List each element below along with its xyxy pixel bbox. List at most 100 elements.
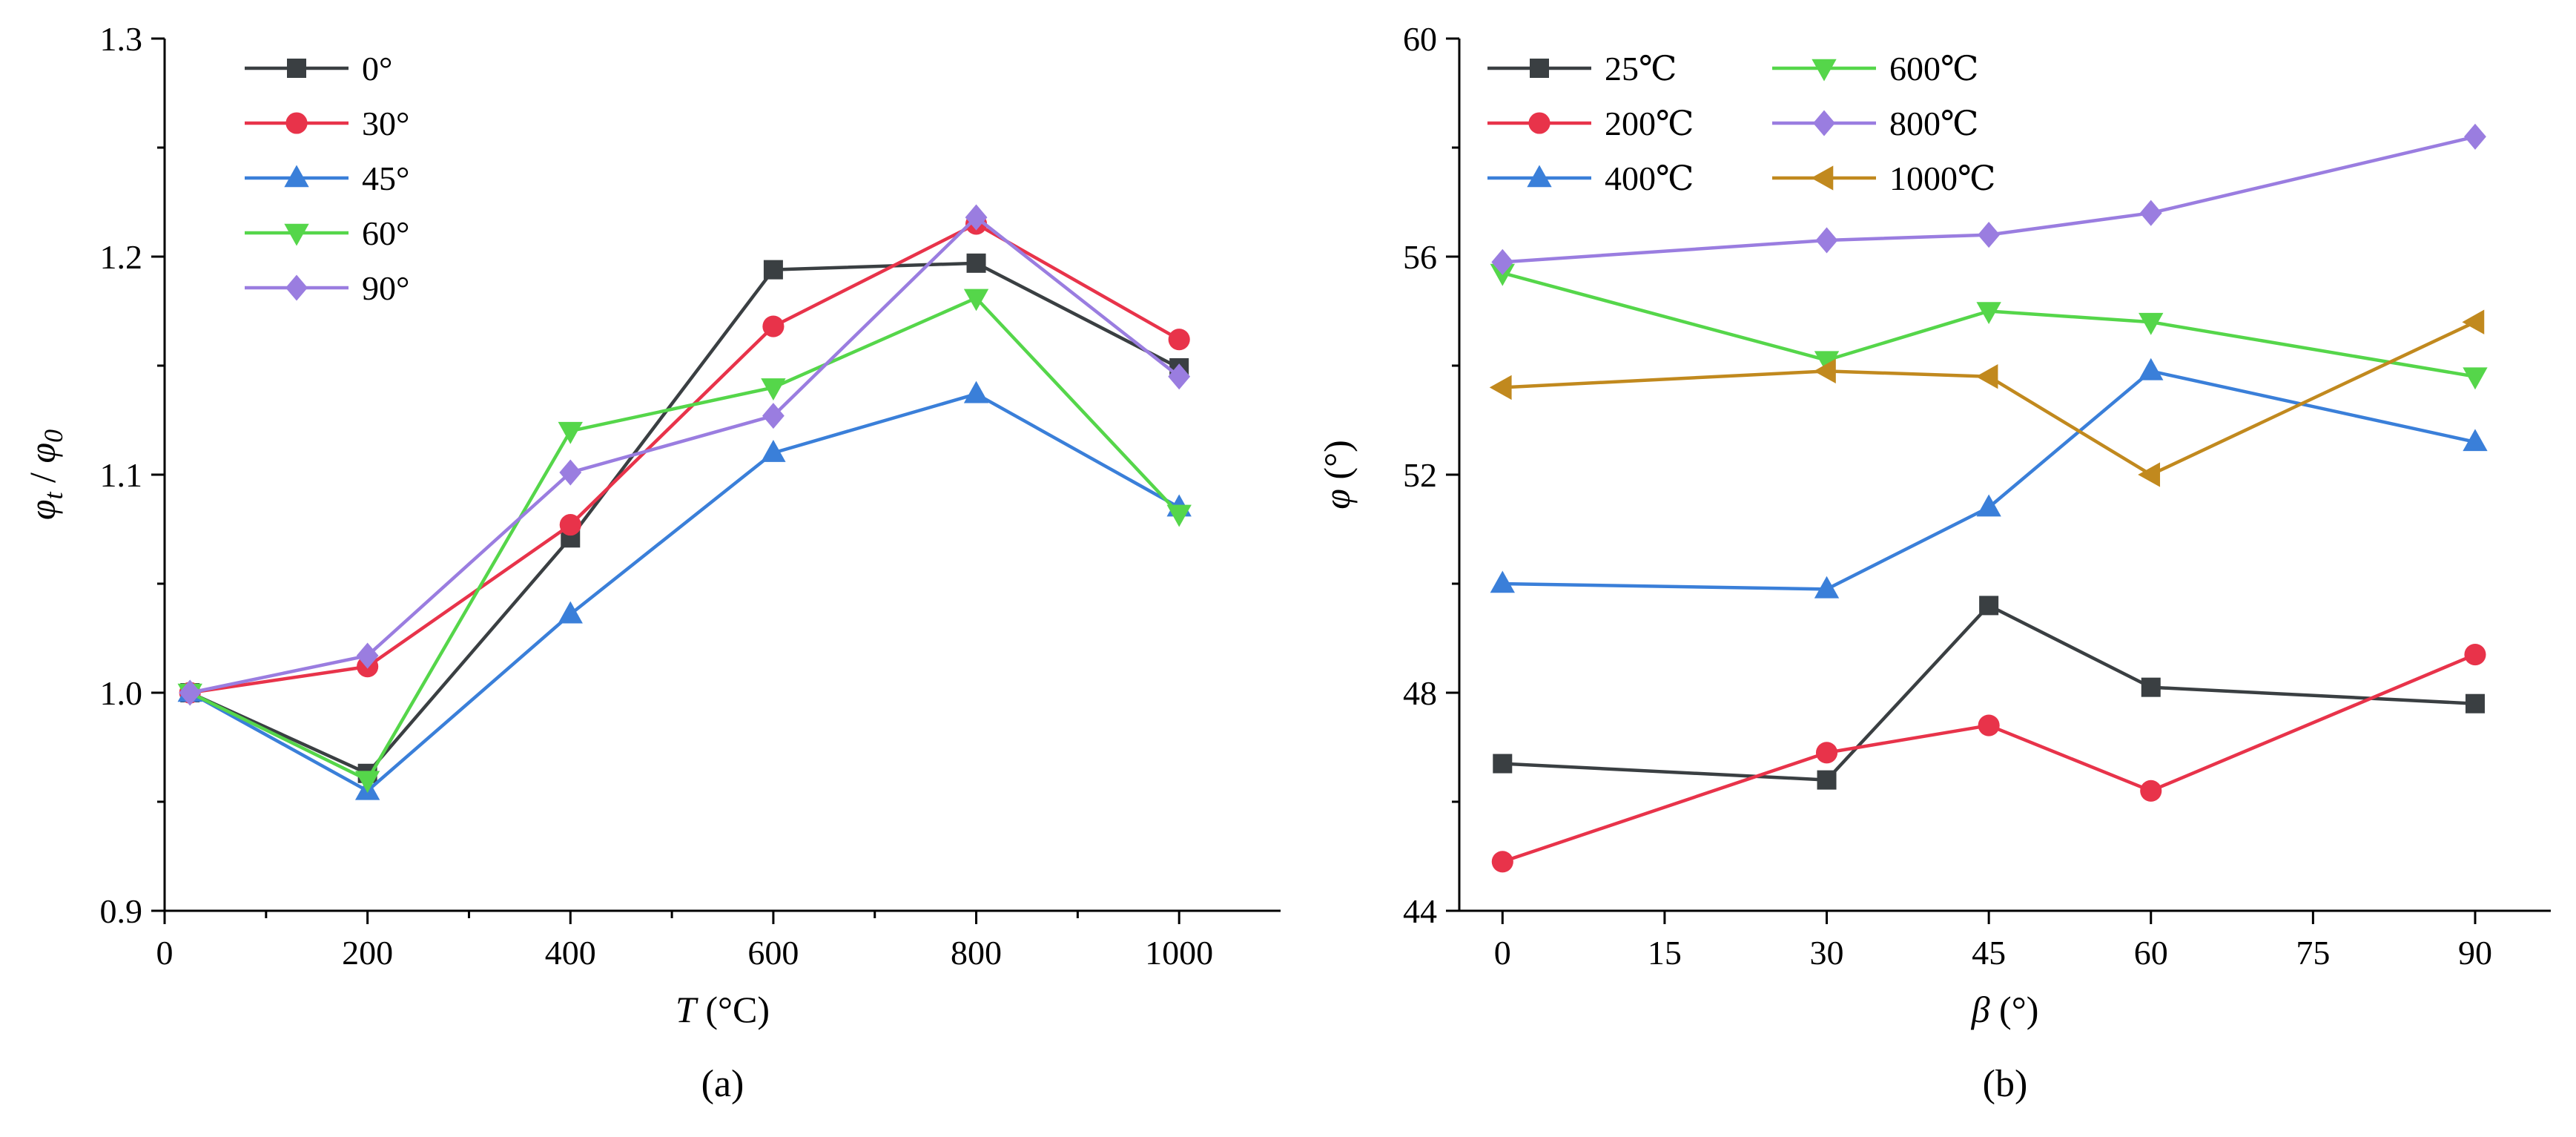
data-point: [1491, 851, 1513, 873]
x-tick-label: 1000: [1145, 934, 1213, 972]
y-tick-label: 1.0: [100, 674, 143, 712]
y-axis-label-sub2: 0: [39, 429, 68, 443]
data-point: [1168, 329, 1190, 351]
x-axis-label-unit: (°C): [696, 989, 770, 1030]
legend-label: 25℃: [1605, 50, 1677, 88]
legend-label: 30°: [362, 105, 409, 142]
y-tick-label: 1.1: [100, 456, 143, 494]
legend-marker: [1812, 59, 1837, 82]
data-point: [762, 315, 785, 337]
legend-marker: [287, 59, 306, 78]
series-4: [177, 289, 1192, 794]
legend-item: 25℃: [1487, 50, 1677, 88]
series-5: [179, 204, 1191, 706]
data-point: [1979, 596, 1999, 616]
data-point: [1975, 364, 1998, 389]
x-tick-label: 0: [1494, 934, 1511, 972]
series-3: [1490, 357, 2488, 599]
series-line: [189, 392, 1180, 793]
legend-label: 200℃: [1605, 105, 1694, 142]
data-point: [2464, 643, 2486, 666]
panel-caption: (a): [701, 1063, 744, 1105]
x-axis-label: β (°): [1971, 989, 2039, 1030]
data-point: [1817, 770, 1837, 790]
series-line: [1502, 653, 2476, 863]
data-point: [965, 204, 988, 231]
data-point: [1493, 754, 1513, 774]
data-point: [963, 289, 989, 312]
legend-item: 60°: [245, 214, 409, 252]
legend-label: 400℃: [1605, 159, 1694, 197]
y-tick-label: 44: [1403, 892, 1437, 930]
data-point: [1814, 351, 1840, 374]
legend-label: 60°: [362, 214, 409, 252]
legend-label: 800℃: [1889, 105, 1978, 142]
data-point: [2463, 429, 2488, 452]
data-point: [1815, 227, 1838, 254]
x-tick-label: 45: [1972, 934, 2006, 972]
y-axis-label-sep: /: [22, 464, 63, 492]
legend-label: 45°: [362, 159, 409, 197]
legend-item: 400℃: [1487, 159, 1694, 197]
x-tick-label: 90: [2458, 934, 2492, 972]
x-tick-label: 800: [951, 934, 1002, 972]
data-point: [1976, 494, 2001, 517]
legend-marker: [285, 112, 308, 134]
y-axis-label-var: φ: [1316, 489, 1358, 510]
legend-marker: [1528, 112, 1550, 134]
data-point: [761, 440, 786, 462]
data-point: [1490, 570, 1515, 593]
data-point: [762, 403, 785, 429]
legend-item: 1000℃: [1772, 159, 1995, 197]
x-axis-label-var: β: [1971, 989, 1990, 1030]
x-tick-label: 200: [342, 934, 393, 972]
legend-marker: [284, 165, 309, 188]
data-point: [1813, 358, 1836, 384]
y-tick-label: 56: [1403, 238, 1437, 276]
x-axis-label-unit: (°): [1990, 989, 2039, 1030]
y-tick-label: 52: [1403, 456, 1437, 494]
y-tick-label: 60: [1403, 20, 1437, 58]
series-5: [1491, 123, 2486, 275]
legend-label: 90°: [362, 269, 409, 307]
data-point: [2463, 367, 2488, 390]
y-tick-label: 1.3: [100, 20, 143, 58]
legend-marker: [1811, 165, 1834, 191]
data-point: [2138, 462, 2161, 487]
data-point: [1814, 576, 1840, 599]
legend-marker: [1530, 59, 1549, 78]
series-6: [1489, 309, 2485, 487]
data-point: [559, 514, 581, 536]
series-line: [1502, 369, 2476, 591]
data-point: [1815, 742, 1838, 764]
data-point: [761, 378, 786, 401]
data-point: [558, 421, 583, 444]
series-line: [189, 296, 1180, 782]
data-point: [1168, 363, 1191, 390]
data-point: [356, 642, 379, 669]
y-axis-label: φt / φ0: [22, 429, 68, 520]
x-axis-label: T (°C): [676, 989, 770, 1030]
y-tick-label: 48: [1403, 674, 1437, 712]
y-axis-label-var2: φ: [22, 443, 63, 464]
series-3: [177, 380, 1192, 800]
y-axis-label-var: φ: [22, 499, 63, 520]
legend-item: 45°: [245, 159, 409, 197]
y-axis-label-sub: t: [39, 491, 68, 499]
data-point: [963, 380, 989, 403]
data-point: [2139, 357, 2164, 380]
x-tick-label: 15: [1648, 934, 1682, 972]
legend-item: 200℃: [1487, 105, 1694, 142]
legend-marker: [1527, 165, 1552, 188]
data-point: [966, 253, 986, 273]
series-line: [189, 261, 1180, 776]
data-point: [2141, 677, 2161, 697]
data-point: [179, 679, 202, 706]
data-point: [1166, 504, 1192, 527]
legend-item: 800℃: [1772, 105, 1978, 142]
data-point: [559, 459, 582, 486]
x-tick-label: 600: [747, 934, 799, 972]
